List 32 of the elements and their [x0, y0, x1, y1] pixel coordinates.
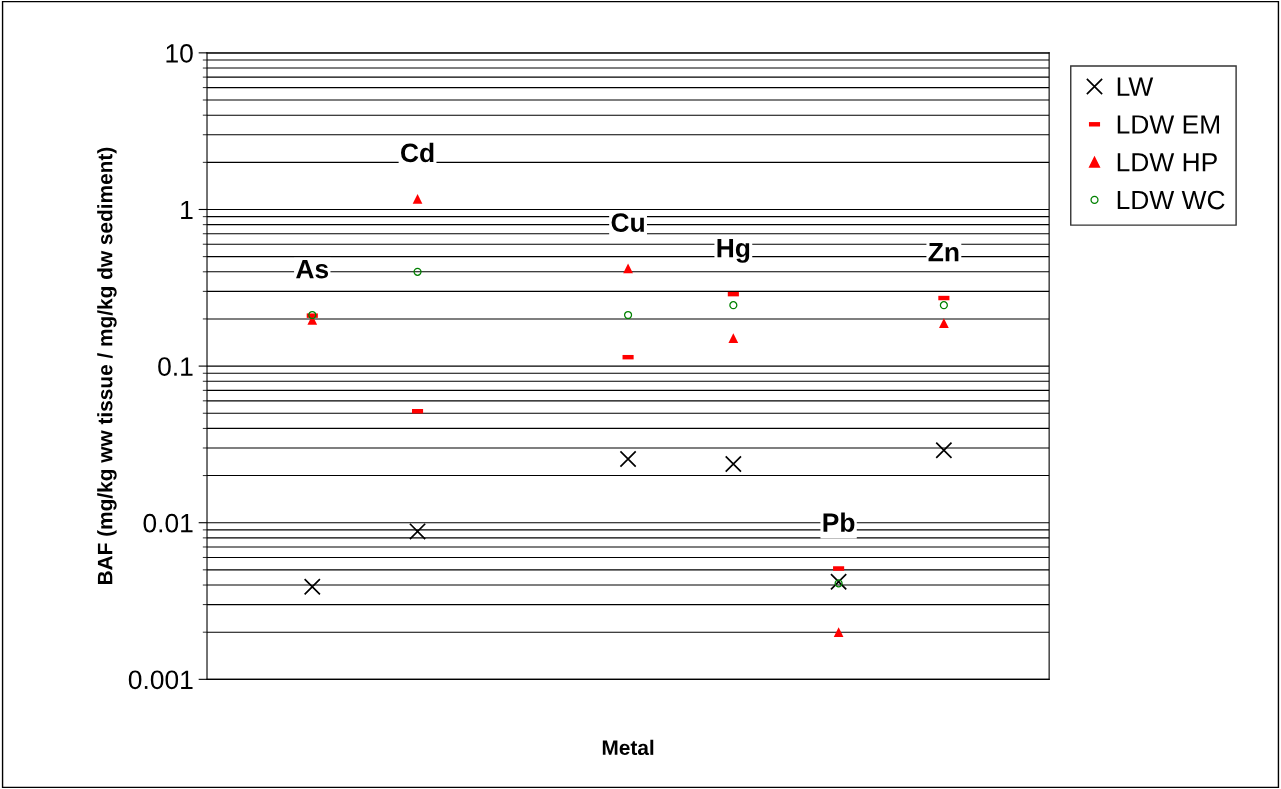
point — [409, 522, 427, 540]
point — [729, 301, 738, 310]
point — [935, 441, 953, 459]
x-tick-label: Cu — [611, 213, 644, 232]
x-tick-label: Pb — [823, 512, 855, 532]
y-tick-label: 0.001 — [128, 670, 193, 690]
point — [728, 333, 739, 343]
x-tick-label: Cd — [401, 142, 434, 163]
point — [833, 627, 844, 638]
y-tick-label: 1 — [181, 200, 193, 220]
point — [724, 455, 742, 473]
legend-label: LW — [1117, 77, 1154, 96]
y-tick-label: 10 — [166, 44, 193, 63]
y-tick-label: 0.01 — [143, 513, 193, 533]
legend-label: LDW EM — [1117, 115, 1220, 134]
point — [939, 301, 948, 310]
point — [619, 450, 637, 468]
point — [413, 267, 422, 276]
x-tick-label: Zn — [928, 243, 959, 262]
point — [412, 193, 423, 204]
point — [939, 318, 949, 329]
point — [303, 578, 321, 596]
x-tick-label: As — [296, 260, 329, 279]
point — [834, 579, 843, 588]
x-tick-label: Hg — [717, 239, 750, 263]
y-tick-label: 0.1 — [158, 357, 193, 376]
point — [830, 573, 848, 591]
legend-label: LDW WC — [1117, 190, 1225, 210]
point — [623, 310, 633, 320]
y-axis-title: BAF (mg/kg ww tissue / mg/kg dw sediment) — [97, 147, 117, 585]
x-axis-title: Metal — [602, 739, 654, 756]
legend-label: LDW HP — [1117, 153, 1217, 172]
